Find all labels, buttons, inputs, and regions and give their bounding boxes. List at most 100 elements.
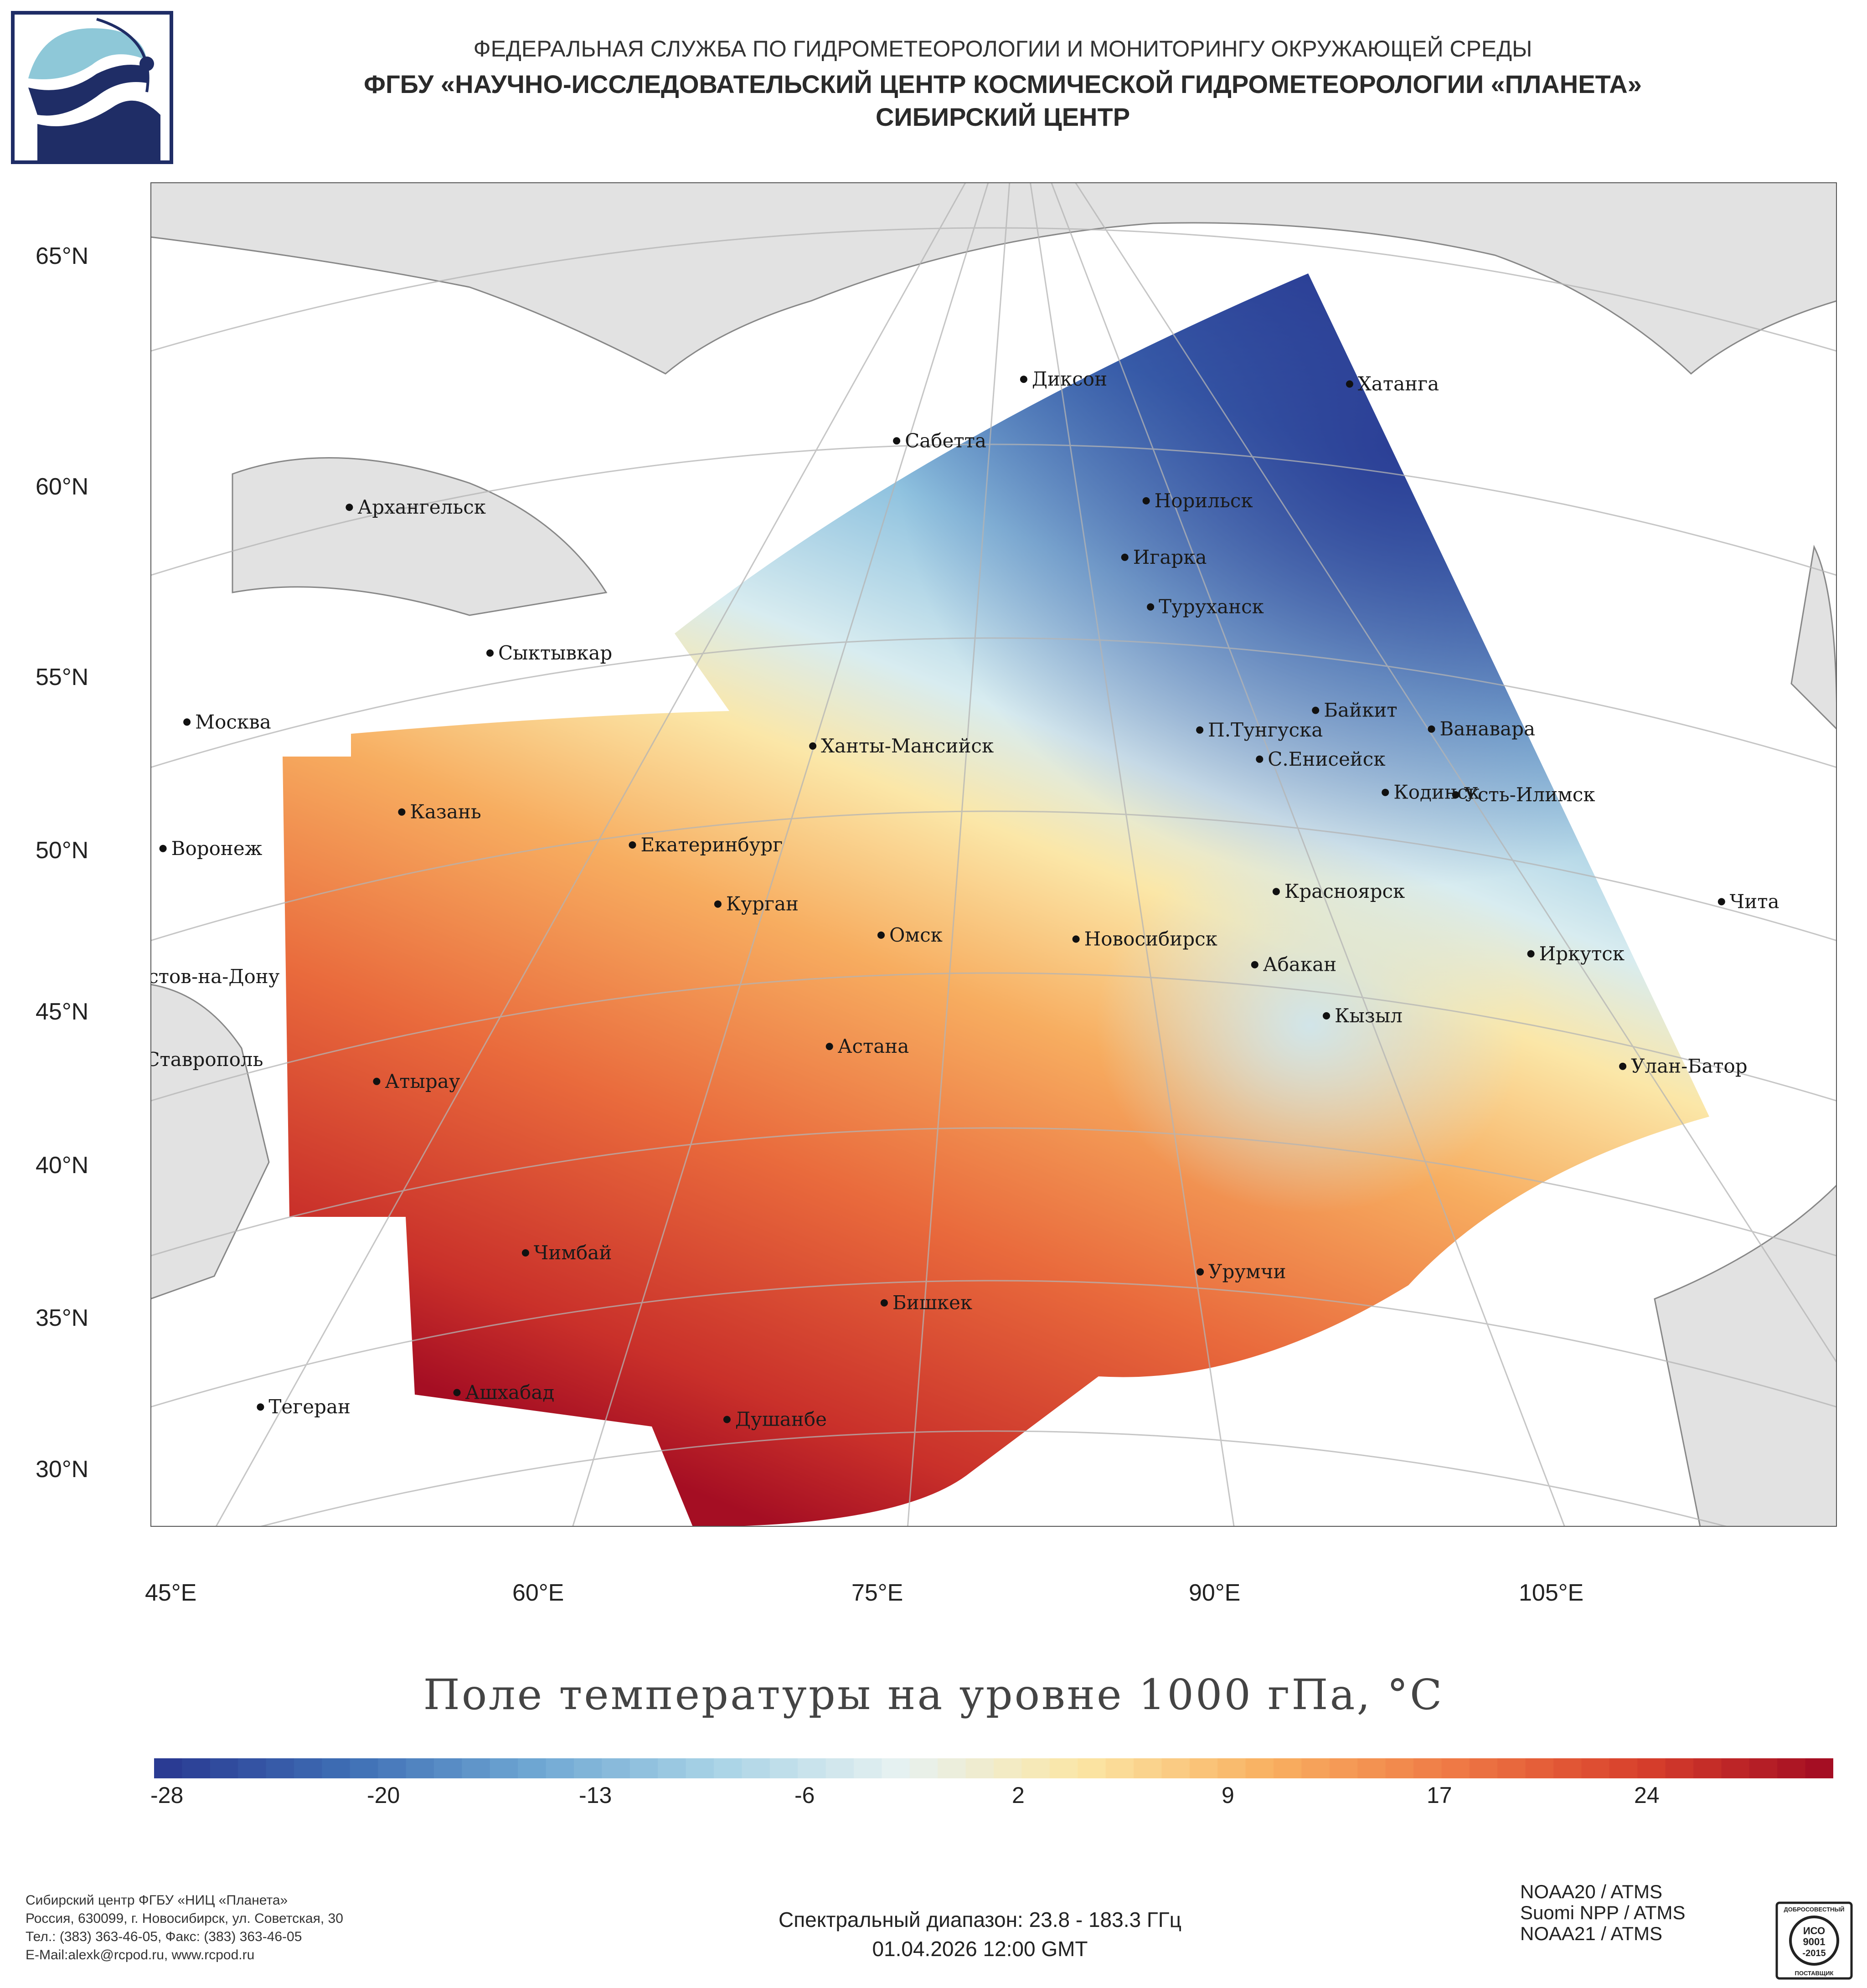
city-Сабетта: Сабетта [893, 429, 986, 452]
footer-org: Сибирский центр ФГБУ «НИЦ «Планета» Росс… [26, 1891, 343, 1964]
colorbar-segment [1805, 1758, 1834, 1778]
city-dot [1197, 1268, 1204, 1276]
city-dot [346, 504, 353, 511]
colorbar-segment [378, 1758, 407, 1778]
city-Кодинск: Кодинск [1382, 781, 1480, 803]
city-dot [1382, 788, 1389, 796]
lon-label-105e: 105°E [1519, 1580, 1584, 1606]
meridian-90e [1029, 182, 1235, 1527]
city-Омск: Омск [877, 924, 943, 946]
colorbar-segment [322, 1758, 351, 1778]
colorbar-segment [210, 1758, 239, 1778]
city-dot [1312, 706, 1320, 714]
sensor-list: NOAA20 / ATMS Suomi NPP / ATMS NOAA21 / … [1520, 1881, 1686, 1944]
lat-label-40n: 40°N [36, 1152, 89, 1179]
colorbar-segment [1078, 1758, 1106, 1778]
city-label: Кызыл [1335, 1004, 1403, 1027]
colorbar-segment [1525, 1758, 1554, 1778]
meridian-105e [1050, 182, 1566, 1527]
city-Абакан: Абакан [1251, 953, 1336, 976]
city-label: Сыктывкар [498, 642, 612, 664]
colorbar-segment [1217, 1758, 1246, 1778]
city-dot [1020, 376, 1027, 383]
colorbar-segment [994, 1758, 1022, 1778]
city-Ставрополь: Ставрополь [150, 1048, 263, 1071]
city-label: Душанбе [735, 1408, 827, 1431]
city-Ванавара: Ванавара [1428, 718, 1535, 740]
city-Диксон: Диксон [1020, 368, 1107, 390]
city-label: П.Тунгуска [1208, 719, 1323, 741]
city-dot [1323, 1012, 1330, 1020]
lat-label-65n: 65°N [36, 243, 89, 269]
city-Ханты-Мансийск: Ханты-Мансийск [809, 735, 994, 757]
spectral-range: Спектральный диапазон: 23.8 - 183.3 ГГц [778, 1908, 1182, 1931]
colorbar-tick-label: -6 [794, 1782, 815, 1808]
colorbar-segment [1301, 1758, 1330, 1778]
colorbar-segment [742, 1758, 770, 1778]
city-Бишкек: Бишкек [880, 1292, 972, 1314]
colorbar-segment [825, 1758, 854, 1778]
city-label: Кодинск [1393, 781, 1480, 803]
lat-label-45n: 45°N [36, 999, 89, 1025]
city-Байкит: Байкит [1312, 699, 1398, 721]
city-dot [1272, 888, 1280, 896]
city-dot [1072, 935, 1080, 943]
parallel-50n [150, 810, 1837, 942]
colorbar-segment [574, 1758, 603, 1778]
colorbar-segment [686, 1758, 714, 1778]
lon-label-90e: 90°E [1189, 1580, 1241, 1606]
colorbar-segment [1693, 1758, 1722, 1778]
city-label: Архангельск [357, 496, 486, 518]
city-label: Туруханск [1159, 596, 1264, 618]
city-dot [880, 1299, 888, 1307]
city-dot [723, 1416, 731, 1423]
city-dot [714, 900, 722, 908]
lon-label-60e: 60°E [512, 1580, 564, 1606]
colorbar-segment [1385, 1758, 1414, 1778]
city-Чимбай: Чимбай [521, 1241, 612, 1264]
lat-label-35n: 35°N [36, 1305, 89, 1331]
colorbar-segment [406, 1758, 434, 1778]
colorbar-segment [769, 1758, 799, 1778]
colorbar-segment [658, 1758, 686, 1778]
city-dot [629, 841, 636, 849]
city-Чита: Чита [1717, 891, 1779, 913]
header-institute: ФГБУ «НАУЧНО-ИССЛЕДОВАТЕЛЬСКИЙ ЦЕНТР КОС… [364, 70, 1642, 98]
city-label: Ашхабад [465, 1381, 555, 1404]
parallel-45n [150, 972, 1837, 1102]
city-dot [159, 845, 167, 852]
city-Усть-Илимск: Усть-Илимск [1452, 783, 1595, 806]
city-dot [453, 1389, 461, 1396]
city-Ростов-на-Дону: Ростов-на-Дону [150, 965, 280, 988]
city-dot [1428, 725, 1435, 733]
colorbar-segment [1637, 1758, 1666, 1778]
city-Атырау: Атырау [373, 1070, 460, 1092]
city-Курган: Курган [714, 893, 799, 915]
colorbar-segment [1245, 1758, 1274, 1778]
city-dot [1527, 950, 1535, 958]
colorbar-segment [854, 1758, 882, 1778]
arctic-coast-land [150, 182, 1837, 375]
city-dot [183, 718, 191, 726]
city-Новосибирск: Новосибирск [1072, 928, 1217, 950]
lon-label-75e: 75°E [851, 1580, 903, 1606]
colorbar-tick-label: 17 [1427, 1782, 1452, 1808]
footer-phone: Тел.: (383) 363-46-05, Факс: (383) 363-4… [26, 1929, 302, 1944]
planeta-logo [10, 10, 174, 165]
lat-label-55n: 55°N [36, 664, 89, 690]
city-dot [1147, 603, 1155, 611]
city-dot [1452, 791, 1460, 798]
colorbar-segment [1329, 1758, 1358, 1778]
colorbar-segment [1581, 1758, 1610, 1778]
city-dot [825, 1043, 833, 1051]
china-coast-land [1654, 1184, 1837, 1527]
colorbar-segment [266, 1758, 294, 1778]
city-Норильск: Норильск [1142, 489, 1253, 512]
city-dot [398, 808, 406, 816]
city-label: Тегеран [268, 1396, 351, 1418]
colorbar-segment [238, 1758, 267, 1778]
colorbar-segment [1777, 1758, 1806, 1778]
city-label: Казань [410, 801, 481, 823]
city-dot [521, 1249, 529, 1257]
iso-text-1: ИСО [1803, 1925, 1825, 1936]
